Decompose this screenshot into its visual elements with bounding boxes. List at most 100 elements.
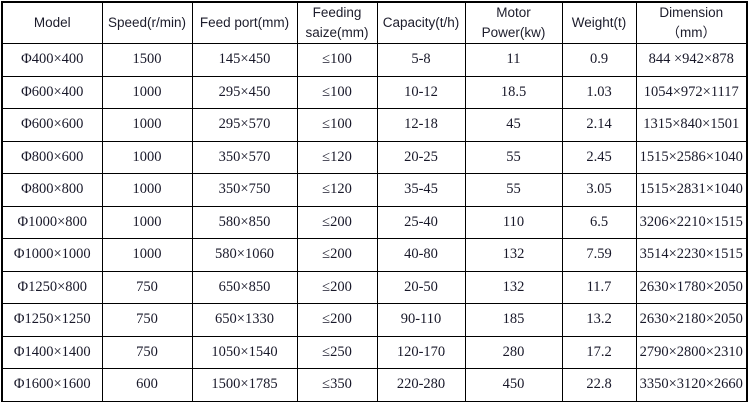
table-cell: 1515×2586×1040: [635, 140, 748, 174]
table-row: Φ600×600 1000 295×570 ≤100 12-18 45 2.14 1315×8…: [1, 108, 748, 142]
table-cell: ≤100: [296, 43, 378, 77]
table-cell: 18.5: [464, 75, 563, 109]
table-cell: 12-18: [376, 108, 466, 142]
table-cell: 1000: [101, 173, 193, 207]
table-cell: 1054×972×1117: [635, 75, 748, 109]
table-cell: 1.03: [561, 75, 637, 109]
table-cell: 120-170: [376, 335, 466, 369]
table-cell: ≤200: [296, 270, 378, 304]
table-cell: 3514×2230×1515: [635, 238, 748, 272]
table-cell: 0.9: [561, 43, 637, 77]
table-row: Φ1600×1600 600 1500×1785 ≤350 220-280 450 22.8…: [1, 368, 748, 402]
table-cell: 7.59: [561, 238, 637, 272]
table-cell: 580×850: [191, 205, 298, 239]
table-cell: 55: [464, 140, 563, 174]
table-row: Φ600×400 1000 295×450 ≤100 10-12 18.5 1.03 1054…: [1, 75, 748, 109]
table-cell: 45: [464, 108, 563, 142]
column-header: Feed port(mm): [191, 1, 298, 44]
table-cell: 750: [101, 303, 193, 337]
table-cell: 6.5: [561, 205, 637, 239]
table-cell: 295×570: [191, 108, 298, 142]
table-cell: 600: [101, 368, 193, 402]
table-cell: Φ1600×1600: [1, 368, 103, 402]
table-cell: ≤120: [296, 173, 378, 207]
table-cell: 1000: [101, 108, 193, 142]
table-cell: 2790×2800×2310: [635, 335, 748, 369]
table-cell: 295×450: [191, 75, 298, 109]
table-cell: 220-280: [376, 368, 466, 402]
table-cell: 450: [464, 368, 563, 402]
table-cell: 25-40: [376, 205, 466, 239]
table-row: Φ1250×1250 750 650×1330 ≤200 90-110 185 13.2 26…: [1, 303, 748, 337]
table-cell: 55: [464, 173, 563, 207]
table-cell: Φ800×800: [1, 173, 103, 207]
table-row: Φ800×600 1000 350×570 ≤120 20-25 55 2.45 1515×2…: [1, 140, 748, 174]
table-cell: Φ800×600: [1, 140, 103, 174]
table-cell: Φ1250×800: [1, 270, 103, 304]
table-cell: 350×750: [191, 173, 298, 207]
table-cell: ≤350: [296, 368, 378, 402]
table-cell: 650×850: [191, 270, 298, 304]
table-cell: 17.2: [561, 335, 637, 369]
column-header: Capacity(t/h): [376, 1, 466, 44]
table-cell: 3206×2210×1515: [635, 205, 748, 239]
table-row: Φ1000×1000 1000 580×1060 ≤200 40-80 132 7.59 35…: [1, 238, 748, 272]
table-cell: ≤100: [296, 108, 378, 142]
table-cell: 132: [464, 270, 563, 304]
table-cell: 1000: [101, 205, 193, 239]
table-cell: ≤200: [296, 205, 378, 239]
table-cell: Φ1400×1400: [1, 335, 103, 369]
table-cell: 350×570: [191, 140, 298, 174]
table-cell: 22.8: [561, 368, 637, 402]
table-cell: 1500×1785: [191, 368, 298, 402]
table-cell: 110: [464, 205, 563, 239]
table-cell: 40-80: [376, 238, 466, 272]
table-cell: 185: [464, 303, 563, 337]
table-cell: 280: [464, 335, 563, 369]
table-cell: 1000: [101, 140, 193, 174]
table-cell: 1515×2831×1040: [635, 173, 748, 207]
table-cell: 1315×840×1501: [635, 108, 748, 142]
table-cell: ≤120: [296, 140, 378, 174]
table-cell: ≤200: [296, 303, 378, 337]
table-cell: 11: [464, 43, 563, 77]
table-cell: 1500: [101, 43, 193, 77]
table-cell: ≤250: [296, 335, 378, 369]
table-cell: 2.14: [561, 108, 637, 142]
table-cell: 2630×2180×2050: [635, 303, 748, 337]
table-cell: 1050×1540: [191, 335, 298, 369]
table-body: Φ400×400 1500 145×450 ≤100 5-8 11 0.9 844 ×942×…: [1, 43, 748, 402]
table-cell: 3.05: [561, 173, 637, 207]
table-cell: Φ1000×1000: [1, 238, 103, 272]
table-cell: ≤100: [296, 75, 378, 109]
table-cell: 1000: [101, 75, 193, 109]
table-cell: 3350×3120×2660: [635, 368, 748, 402]
column-header: Dimension（mm）: [635, 1, 748, 44]
table-cell: 750: [101, 270, 193, 304]
table-cell: 2.45: [561, 140, 637, 174]
table-cell: Φ1000×800: [1, 205, 103, 239]
table-cell: 5-8: [376, 43, 466, 77]
table-cell: 2630×1780×2050: [635, 270, 748, 304]
table-header: Model Speed(r/min) Feed port(mm) Feeding sa…: [1, 1, 748, 44]
table-cell: 20-50: [376, 270, 466, 304]
table-cell: 90-110: [376, 303, 466, 337]
column-header: Speed(r/min): [101, 1, 193, 44]
table-cell: Φ600×400: [1, 75, 103, 109]
table-row: Φ1400×1400 750 1050×1540 ≤250 120-170 280 17.2…: [1, 335, 748, 369]
table-cell: 580×1060: [191, 238, 298, 272]
column-header: Weight(t): [561, 1, 637, 44]
table-cell: 13.2: [561, 303, 637, 337]
table-cell: 844 ×942×878: [635, 43, 748, 77]
table-row: Φ1000×800 1000 580×850 ≤200 25-40 110 6.5 3206×…: [1, 205, 748, 239]
table-header-row: Model Speed(r/min) Feed port(mm) Feeding sa…: [1, 1, 748, 44]
table-cell: Φ600×600: [1, 108, 103, 142]
table-cell: ≤200: [296, 238, 378, 272]
table-row: Φ1250×800 750 650×850 ≤200 20-50 132 11.7 2630×…: [1, 270, 748, 304]
table-cell: Φ400×400: [1, 43, 103, 77]
table-cell: 145×450: [191, 43, 298, 77]
table-cell: 10-12: [376, 75, 466, 109]
table-row: Φ800×800 1000 350×750 ≤120 35-45 55 3.05 1515×2…: [1, 173, 748, 207]
table-cell: 11.7: [561, 270, 637, 304]
table-cell: 1000: [101, 238, 193, 272]
